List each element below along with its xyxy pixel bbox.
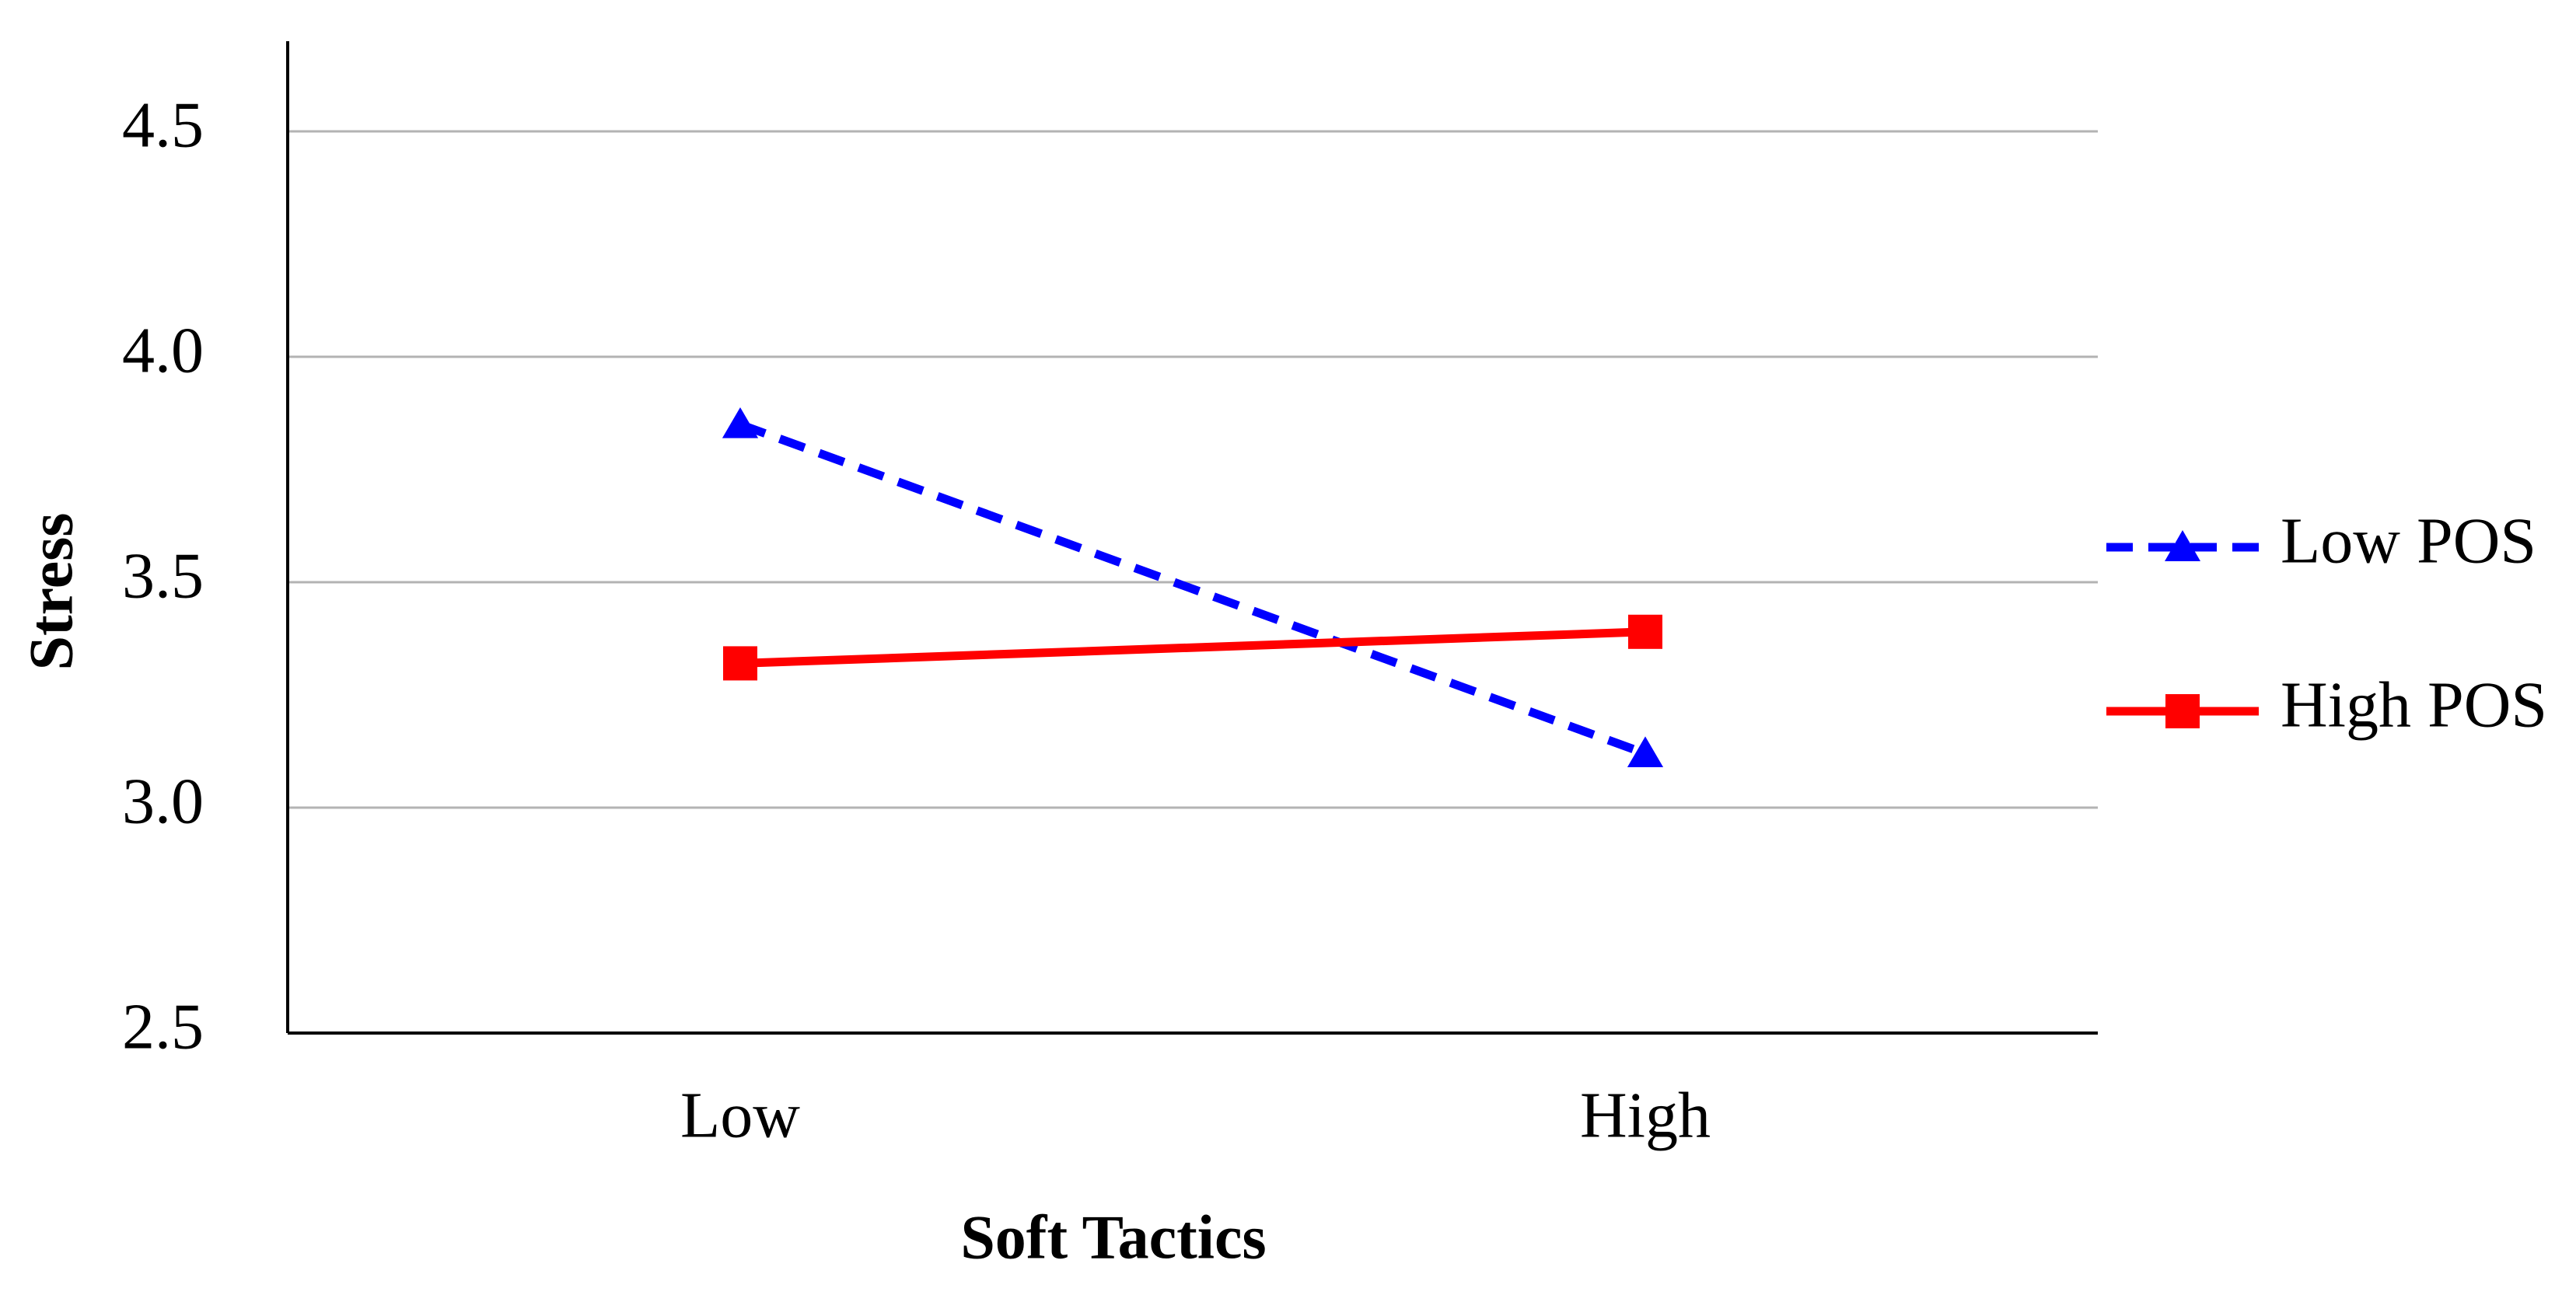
marker bbox=[722, 407, 759, 438]
series-line bbox=[739, 627, 1646, 668]
y-tick-label: 3.0 bbox=[122, 765, 204, 837]
x-axis-title: Soft Tactics bbox=[960, 1203, 1266, 1272]
legend-marker bbox=[2165, 530, 2200, 561]
series-line bbox=[739, 420, 1647, 758]
y-tick-label: 4.0 bbox=[122, 314, 204, 386]
marker bbox=[1628, 614, 1662, 649]
x-tick-label: Low bbox=[680, 1079, 800, 1151]
y-tick-label: 2.5 bbox=[122, 990, 204, 1063]
y-tick-label: 4.5 bbox=[122, 89, 204, 161]
legend-label: High POS bbox=[2281, 668, 2547, 741]
y-tick-label: 3.5 bbox=[122, 539, 204, 612]
legend-label: Low POS bbox=[2281, 504, 2536, 577]
legend-marker bbox=[2165, 694, 2200, 728]
marker bbox=[1627, 736, 1664, 767]
marker bbox=[723, 646, 757, 681]
y-axis-title: Stress bbox=[17, 513, 86, 671]
x-tick-label: High bbox=[1580, 1079, 1711, 1151]
